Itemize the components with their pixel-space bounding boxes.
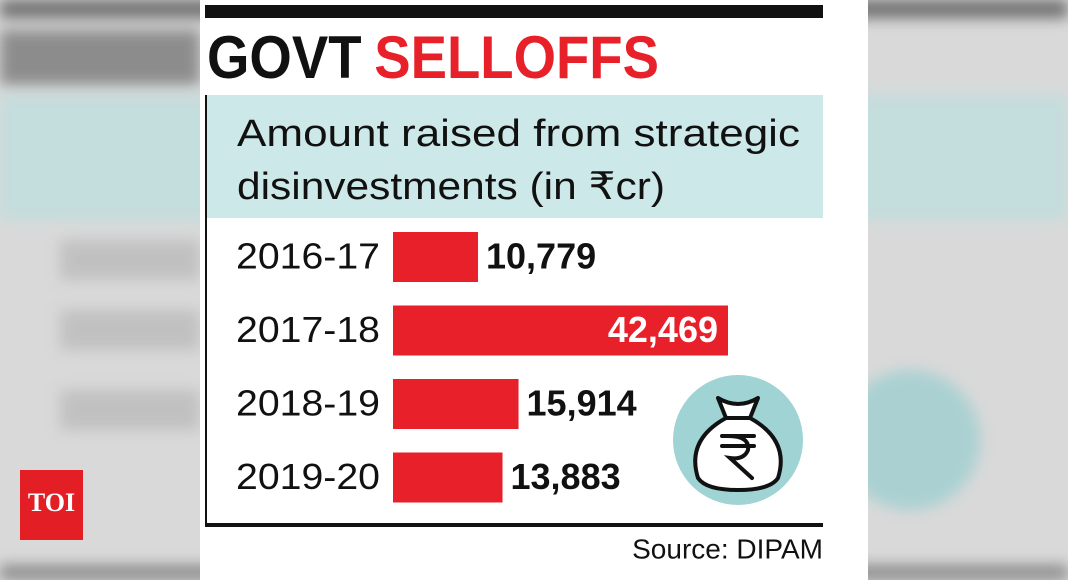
value-label: 13,883	[511, 456, 621, 497]
subtitle-line: Amount raised from strategic	[237, 113, 800, 155]
bar	[393, 232, 479, 282]
category-label: 2019-20	[236, 456, 380, 497]
chart-title: GOVTSELLOFFS	[207, 24, 659, 91]
bar	[393, 305, 728, 356]
bar	[393, 452, 503, 503]
source: Source: DIPAM	[632, 533, 823, 564]
subtitle-line: disinvestments (in ₹cr)	[237, 166, 665, 208]
category-label: 2016-17	[236, 236, 380, 277]
subtitle-box	[205, 95, 823, 218]
money-bag-icon	[673, 375, 803, 505]
title-highlight: SELLOFFS	[374, 24, 659, 91]
top-rule	[205, 5, 823, 18]
category-label: 2017-18	[236, 309, 380, 350]
value-label: 42,469	[608, 309, 718, 350]
brand-logo	[20, 470, 83, 540]
title-text: GOVT	[207, 24, 362, 91]
value-label: 15,914	[527, 383, 637, 424]
bar	[393, 379, 519, 429]
brand-text: TOI	[28, 488, 75, 517]
value-label: 10,779	[486, 236, 596, 277]
category-label: 2018-19	[236, 383, 380, 424]
